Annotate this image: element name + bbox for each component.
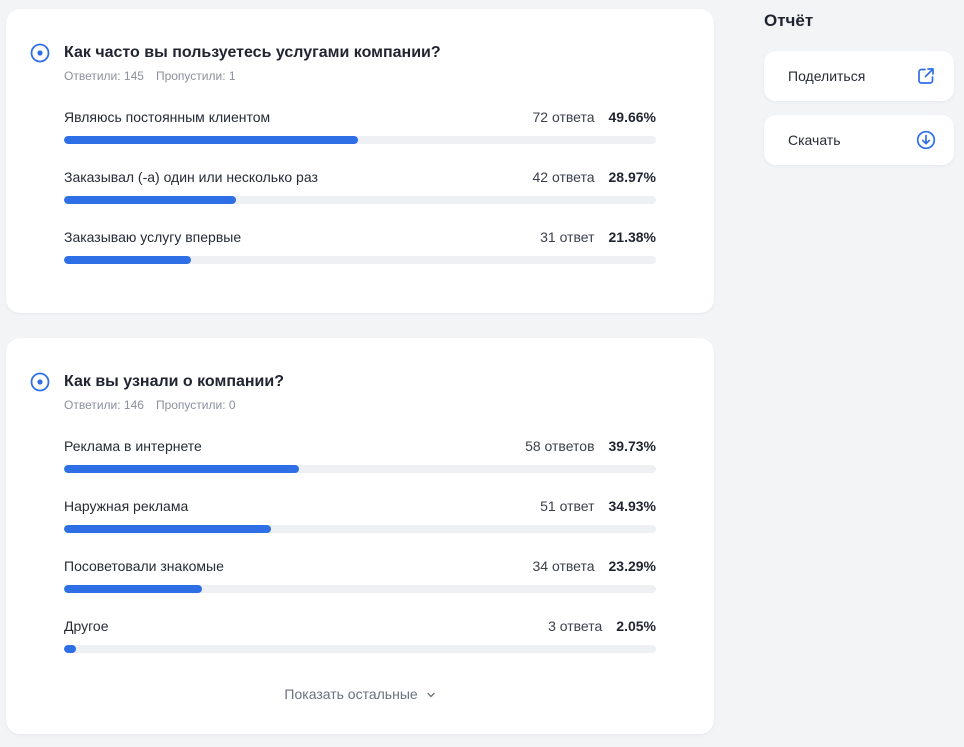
option-label: Другое [64,618,109,634]
progress-fill [64,136,358,144]
question-card: Как вы узнали о компании? Ответили: 146 П… [6,338,714,734]
option-percent: 21.38% [608,229,656,245]
answer-option: Посоветовали знакомые 34 ответа 23.29% [64,558,656,618]
external-link-icon [918,68,934,84]
answered-count: Ответили: 146 [64,398,144,412]
share-label: Поделиться [788,68,866,84]
answered-count: Ответили: 145 [64,69,144,83]
option-percent: 34.93% [608,498,656,514]
answer-option: Заказываю услугу впервые 31 ответ 21.38% [64,229,656,289]
report-title: Отчёт [764,11,814,30]
radio-target-icon [30,43,50,63]
skipped-count: Пропустили: 1 [155,69,236,83]
option-count: 3 ответа [548,618,603,634]
option-percent: 49.66% [608,109,656,125]
radio-target-icon [30,372,50,392]
progress-track [64,256,656,264]
download-circle-icon [916,130,936,150]
option-percent: 39.73% [608,438,656,454]
option-percent: 2.05% [616,618,656,634]
show-more-label: Показать остальные [284,686,418,702]
option-stats: 42 ответа 28.97% [533,169,656,185]
option-label: Заказываю услугу впервые [64,229,242,245]
progress-fill [64,196,236,204]
option-stats: 51 ответ 34.93% [540,498,656,514]
progress-fill [64,645,77,653]
progress-fill [64,256,191,264]
option-count: 42 ответа [532,169,595,185]
option-count: 31 ответ [540,229,595,245]
option-stats: 58 ответов 39.73% [525,438,656,454]
answer-option: Наружная реклама 51 ответ 34.93% [64,498,656,558]
progress-track [64,525,656,533]
answer-options: Реклама в интернете 58 ответов 39.73% Нар… [64,438,656,678]
option-stats: 72 ответа 49.66% [533,109,656,125]
answer-option: Реклама в интернете 58 ответов 39.73% [64,438,656,498]
share-button[interactable]: Поделиться [764,51,954,101]
question-card: Как часто вы пользуетесь услугами компан… [6,9,714,313]
option-label: Реклама в интернете [64,438,202,454]
option-stats: 3 ответа 2.05% [548,618,656,634]
option-label: Заказывал (-а) один или несколько раз [64,169,318,185]
answer-option: Другое 3 ответа 2.05% [64,618,656,678]
progress-fill [64,585,202,593]
download-button[interactable]: Скачать [764,115,954,165]
answer-option: Заказывал (-а) один или несколько раз 42… [64,169,656,229]
answer-option: Являюсь постоянным клиентом 72 ответа 49.… [64,109,656,169]
question-title: Как вы узнали о компании? [64,373,284,390]
option-stats: 34 ответа 23.29% [533,558,656,574]
option-count: 34 ответа [532,558,595,574]
option-label: Являюсь постоянным клиентом [64,109,271,125]
progress-track [64,465,656,473]
progress-fill [64,525,271,533]
progress-fill [64,465,300,473]
option-count: 72 ответа [532,109,595,125]
progress-track [64,585,656,593]
show-more-button[interactable]: Показать остальные [6,686,714,702]
download-label: Скачать [788,132,841,148]
option-label: Посоветовали знакомые [64,558,224,574]
option-stats: 31 ответ 21.38% [540,229,656,245]
answer-options: Являюсь постоянным клиентом 72 ответа 49.… [64,109,656,289]
option-percent: 28.97% [608,169,656,185]
skipped-count: Пропустили: 0 [155,398,236,412]
question-title: Как часто вы пользуетесь услугами компан… [64,44,441,61]
chevron-down-icon [426,693,435,698]
option-count: 51 ответ [540,498,595,514]
question-stats: Ответили: 146 Пропустили: 0 [64,398,236,412]
progress-track [64,196,656,204]
question-stats: Ответили: 145 Пропустили: 1 [64,69,236,83]
option-count: 58 ответов [525,438,595,454]
option-percent: 23.29% [608,558,656,574]
progress-track [64,645,656,653]
progress-track [64,136,656,144]
option-label: Наружная реклама [64,498,189,514]
